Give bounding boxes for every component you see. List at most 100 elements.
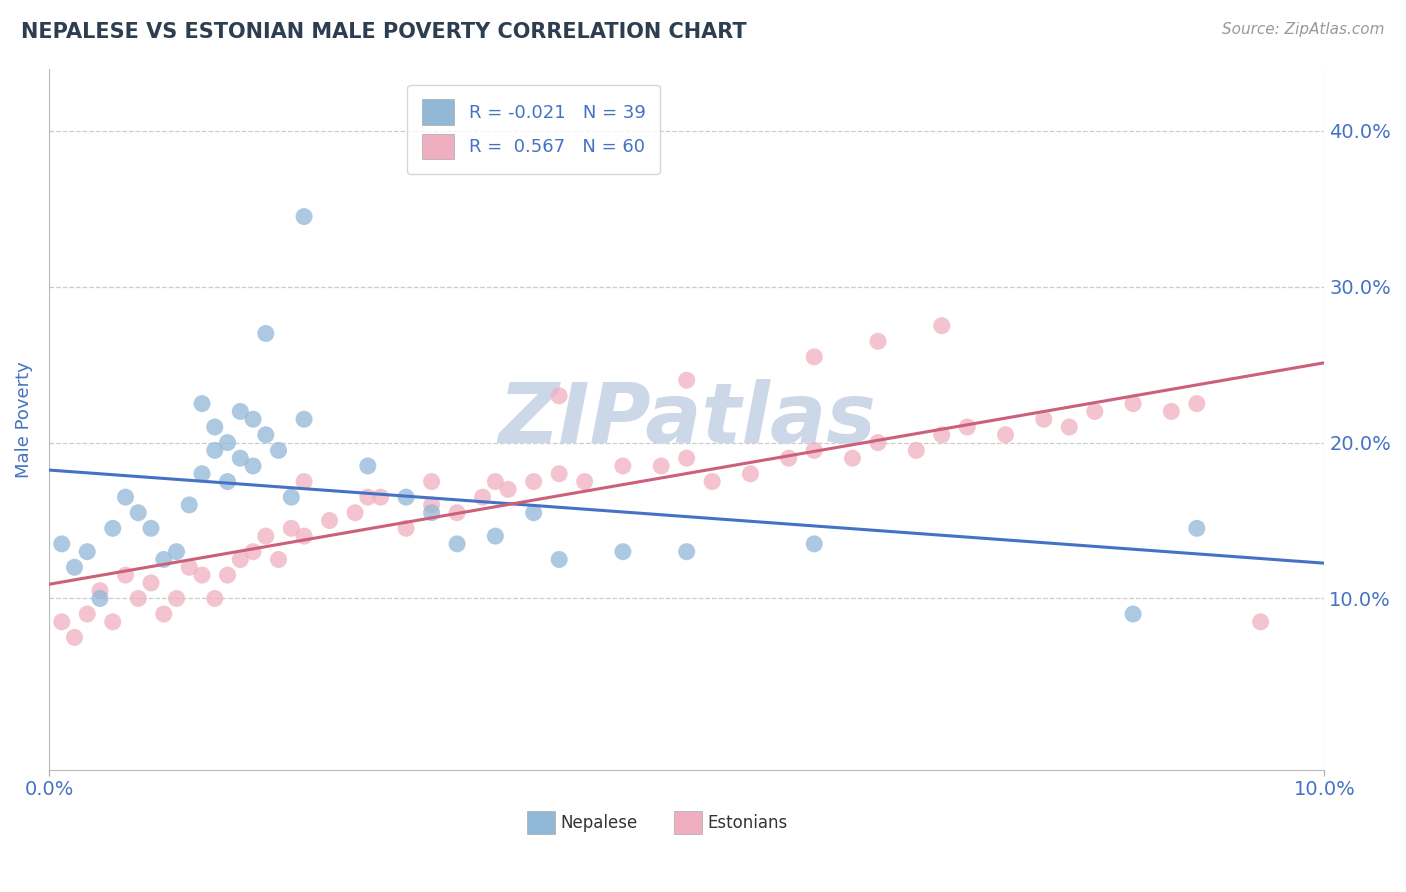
Point <box>484 529 506 543</box>
Point <box>254 326 277 341</box>
Point <box>484 475 506 489</box>
Text: ZIPatlas: ZIPatlas <box>498 379 876 459</box>
Legend: R = -0.021   N = 39, R =  0.567   N = 60: R = -0.021 N = 39, R = 0.567 N = 60 <box>408 85 659 174</box>
Point <box>574 475 596 489</box>
Point <box>446 537 468 551</box>
Point <box>139 575 162 590</box>
Text: Estonians: Estonians <box>707 814 787 831</box>
Point <box>63 631 86 645</box>
Point <box>357 458 380 473</box>
Point <box>267 552 290 566</box>
Point <box>191 568 214 582</box>
Point <box>395 490 418 504</box>
Point <box>179 560 201 574</box>
Point <box>292 529 315 543</box>
Point <box>292 412 315 426</box>
Point <box>51 537 73 551</box>
Point <box>1084 404 1107 418</box>
Point <box>191 396 214 410</box>
Point <box>191 467 214 481</box>
Point <box>280 521 302 535</box>
Point <box>139 521 162 535</box>
Point <box>76 544 98 558</box>
Point <box>420 506 443 520</box>
Point <box>1185 396 1208 410</box>
Point <box>127 591 149 606</box>
Point <box>994 427 1017 442</box>
Point <box>89 591 111 606</box>
Point <box>471 490 494 504</box>
Point <box>740 467 762 481</box>
Point <box>1032 412 1054 426</box>
Point <box>204 443 226 458</box>
Point <box>612 544 634 558</box>
Point <box>217 475 239 489</box>
Point <box>395 521 418 535</box>
Point <box>229 451 252 466</box>
Bar <box>673 812 702 834</box>
Point <box>242 458 264 473</box>
Point <box>866 334 889 349</box>
Point <box>1160 404 1182 418</box>
Point <box>778 451 800 466</box>
Point <box>101 521 124 535</box>
Point <box>931 318 953 333</box>
Point <box>803 443 825 458</box>
Point <box>841 451 863 466</box>
Point <box>204 420 226 434</box>
Point <box>612 458 634 473</box>
Point <box>217 568 239 582</box>
Point <box>318 514 340 528</box>
Point <box>152 607 174 621</box>
Text: NEPALESE VS ESTONIAN MALE POVERTY CORRELATION CHART: NEPALESE VS ESTONIAN MALE POVERTY CORREL… <box>21 22 747 42</box>
Point <box>675 544 697 558</box>
Point <box>1185 521 1208 535</box>
Point <box>956 420 979 434</box>
Point <box>370 490 392 504</box>
Point <box>675 373 697 387</box>
Point <box>254 529 277 543</box>
Point <box>803 350 825 364</box>
Point <box>803 537 825 551</box>
Point <box>89 583 111 598</box>
Y-axis label: Male Poverty: Male Poverty <box>15 361 32 477</box>
Point <box>101 615 124 629</box>
Point <box>446 506 468 520</box>
Point <box>675 451 697 466</box>
Point <box>650 458 672 473</box>
Point <box>548 552 571 566</box>
Point <box>420 498 443 512</box>
Point <box>1250 615 1272 629</box>
Bar <box>527 812 555 834</box>
Point <box>166 591 188 606</box>
Point <box>204 591 226 606</box>
Point <box>229 404 252 418</box>
Point <box>523 475 546 489</box>
Point <box>931 427 953 442</box>
Point <box>242 544 264 558</box>
Point <box>254 427 277 442</box>
Point <box>292 475 315 489</box>
Point <box>114 568 136 582</box>
Point <box>152 552 174 566</box>
Point <box>229 552 252 566</box>
Point <box>217 435 239 450</box>
Point <box>357 490 380 504</box>
Point <box>548 467 571 481</box>
Point <box>127 506 149 520</box>
Point <box>1122 607 1144 621</box>
Point <box>866 435 889 450</box>
Point <box>548 389 571 403</box>
Point <box>267 443 290 458</box>
Point <box>114 490 136 504</box>
Point <box>702 475 724 489</box>
Point <box>496 483 519 497</box>
Point <box>166 544 188 558</box>
Point <box>905 443 928 458</box>
Point <box>420 475 443 489</box>
Point <box>280 490 302 504</box>
Point <box>523 506 546 520</box>
Point <box>179 498 201 512</box>
Point <box>344 506 367 520</box>
Point <box>1059 420 1081 434</box>
